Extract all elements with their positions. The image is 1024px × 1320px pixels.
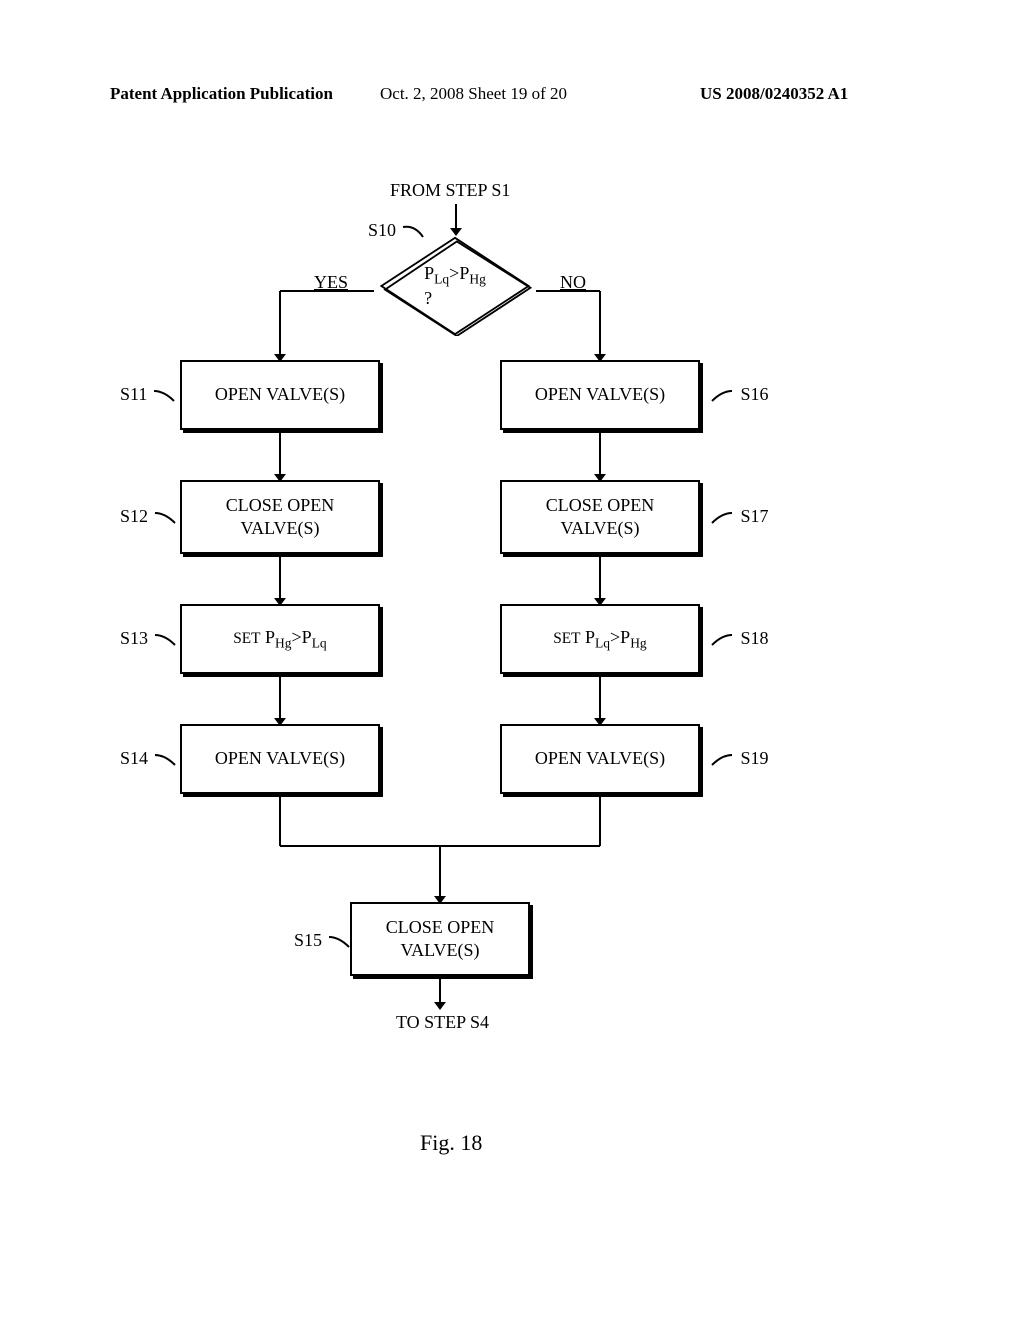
exit-label: TO STEP S4	[396, 1012, 489, 1033]
header-mid: Oct. 2, 2008 Sheet 19 of 20	[380, 84, 567, 104]
decision-s10: PLq>PHg?	[370, 236, 540, 336]
arrow-s13-s14	[274, 676, 286, 726]
box-s18-label: SET PLq>PHg	[553, 626, 646, 652]
merge-lines	[272, 796, 608, 906]
step-label-s13: S13	[120, 628, 179, 649]
box-s16: OPEN VALVE(S)	[500, 360, 700, 430]
figure-caption: Fig. 18	[420, 1130, 482, 1156]
entry-label: FROM STEP S1	[390, 180, 510, 201]
arrow-s16-s17	[594, 432, 606, 482]
box-s18: SET PLq>PHg	[500, 604, 700, 674]
step-label-s11: S11	[120, 384, 178, 405]
header-left: Patent Application Publication	[110, 84, 333, 104]
step-label-s17: S17	[710, 506, 769, 527]
box-s12-label: CLOSE OPENVALVE(S)	[226, 494, 335, 541]
arrow-exit	[434, 978, 446, 1010]
box-s19: OPEN VALVE(S)	[500, 724, 700, 794]
arrow-s18-s19	[594, 676, 606, 726]
decision-condition: PLq>PHg?	[370, 236, 540, 336]
arrow-s17-s18	[594, 556, 606, 606]
arrow-entry	[450, 204, 462, 236]
step-label-s15: S15	[294, 930, 353, 951]
box-s11: OPEN VALVE(S)	[180, 360, 380, 430]
arrow-s11-s12	[274, 432, 286, 482]
box-s17: CLOSE OPENVALVE(S)	[500, 480, 700, 554]
step-label-s16: S16	[710, 384, 769, 405]
box-s15: CLOSE OPENVALVE(S)	[350, 902, 530, 976]
line-no	[536, 288, 620, 362]
step-label-s12: S12	[120, 506, 179, 527]
box-s15-label: CLOSE OPENVALVE(S)	[386, 916, 495, 963]
box-s17-label: CLOSE OPENVALVE(S)	[546, 494, 655, 541]
step-label-s18: S18	[710, 628, 769, 649]
box-s12: CLOSE OPENVALVE(S)	[180, 480, 380, 554]
box-s13-label: SET PHg>PLq	[233, 626, 326, 652]
arrow-s12-s13	[274, 556, 286, 606]
box-s13: SET PHg>PLq	[180, 604, 380, 674]
header-right: US 2008/0240352 A1	[700, 84, 848, 104]
line-yes	[270, 288, 380, 362]
step-label-s19: S19	[710, 748, 769, 769]
step-label-s14: S14	[120, 748, 179, 769]
box-s14: OPEN VALVE(S)	[180, 724, 380, 794]
